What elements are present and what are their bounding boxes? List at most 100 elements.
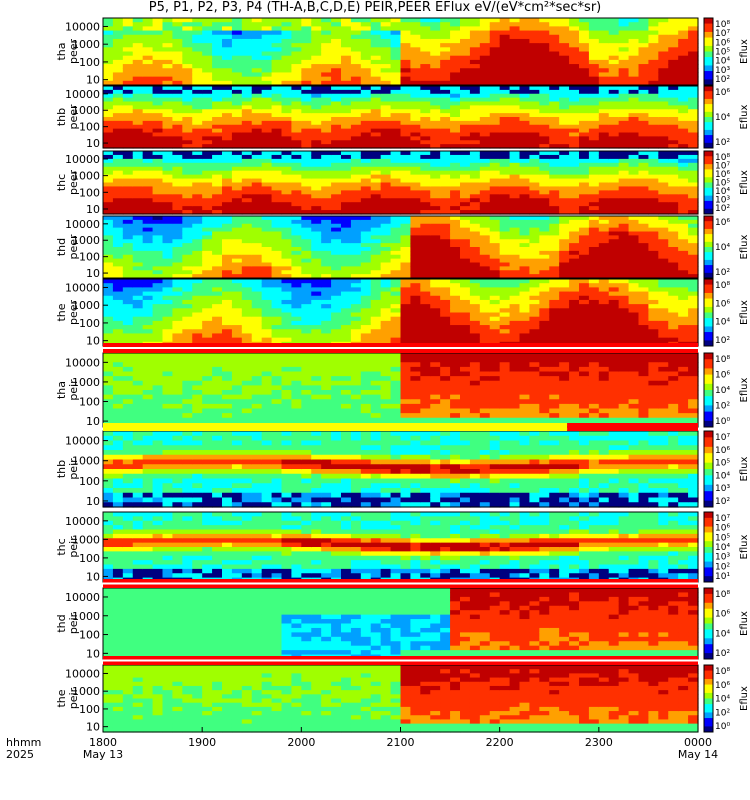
heat-cell [370, 186, 382, 191]
heat-cell [479, 30, 491, 36]
heat-cell [400, 18, 412, 23]
heat-cell [400, 316, 412, 322]
heat-cell [281, 55, 293, 61]
heat-cell [192, 117, 203, 122]
heat-cell [212, 308, 223, 314]
heat-cell [380, 320, 392, 326]
heat-cell [291, 109, 302, 114]
heat-cell [251, 158, 263, 164]
heat-cell [430, 266, 441, 271]
heat-cell [380, 316, 392, 322]
heat-cell [479, 262, 491, 267]
heat-cell [281, 101, 293, 106]
heat-cell [360, 316, 372, 322]
heat-cell [390, 93, 402, 99]
heat-cell [212, 34, 223, 40]
heat-cell [162, 223, 174, 229]
heat-cell [182, 210, 193, 215]
heat-cell [668, 140, 679, 145]
heat-cell [618, 274, 630, 279]
heat-cell [638, 283, 650, 288]
heat-cell [231, 210, 243, 215]
heat-cell [122, 47, 134, 53]
heat-cell [370, 295, 382, 301]
heat-cell [519, 140, 531, 145]
heat-cell [509, 325, 521, 330]
heat-cell [182, 337, 193, 343]
heat-cell [469, 254, 481, 260]
heat-cell [638, 47, 650, 53]
heat-cell [261, 178, 273, 184]
colorbar-segment [704, 284, 713, 288]
heat-cell [509, 101, 521, 106]
heat-cell [291, 308, 302, 314]
heat-cell [420, 299, 431, 305]
heat-cell [112, 316, 124, 322]
heat-cell [668, 198, 679, 203]
heat-cell [331, 316, 342, 322]
heat-cell [499, 231, 511, 236]
heat-cell [331, 186, 342, 191]
heat-cell [618, 190, 630, 195]
heat-cell [400, 30, 412, 36]
heat-cell [301, 266, 312, 271]
heat-cell [291, 202, 302, 207]
heat-cell [341, 51, 352, 57]
heat-cell [420, 101, 431, 106]
heat-cell [172, 178, 183, 184]
heat-cell [618, 182, 630, 188]
colorbar-tick-label: 10³ [715, 66, 730, 76]
heat-cell [608, 308, 620, 314]
heat-cell [618, 243, 630, 248]
heat-cell [202, 34, 213, 40]
heat-cell [608, 206, 620, 211]
heat-cell [420, 325, 431, 330]
heat-cell [460, 295, 471, 301]
heat-cell [638, 316, 650, 322]
heat-cell [370, 320, 382, 326]
heat-cell [162, 291, 174, 297]
heat-cell [529, 178, 540, 184]
heat-cell [539, 140, 550, 145]
heat-cell [251, 190, 263, 195]
heat-cell [261, 151, 273, 156]
heat-cell [112, 231, 124, 236]
heat-cell [261, 89, 273, 95]
colorbar-segment [704, 236, 713, 240]
heat-cell [192, 231, 203, 236]
heat-cell [420, 55, 431, 61]
heat-cell [678, 283, 689, 288]
heat-cell [132, 216, 144, 221]
heat-cell [628, 128, 640, 134]
heat-cell [549, 166, 560, 172]
heat-cell [579, 158, 590, 164]
heat-cell [241, 47, 253, 53]
heat-cell [579, 89, 590, 95]
heat-cell [559, 231, 570, 236]
heat-cell [529, 68, 540, 74]
heat-cell [509, 243, 521, 248]
heat-cell [182, 329, 193, 335]
heat-cell [499, 312, 511, 318]
heat-cell [112, 210, 124, 215]
heat-cell [469, 89, 481, 95]
heat-cell [539, 235, 550, 240]
heat-cell [400, 198, 412, 203]
heat-cell [628, 97, 640, 103]
heat-cell [420, 158, 431, 164]
heat-cell [112, 287, 124, 293]
heat-cell [162, 198, 174, 203]
heat-cell [489, 166, 501, 172]
heat-cell [499, 93, 511, 99]
heat-cell [162, 76, 174, 82]
heat-cell [658, 158, 669, 164]
heat-cell [618, 158, 630, 164]
heat-cell [281, 190, 293, 195]
heat-cell [549, 64, 560, 69]
heat-cell [380, 86, 392, 91]
heat-cell [430, 72, 441, 78]
heat-cell [380, 247, 392, 252]
heat-cell [539, 227, 550, 233]
heat-cell [658, 178, 669, 184]
